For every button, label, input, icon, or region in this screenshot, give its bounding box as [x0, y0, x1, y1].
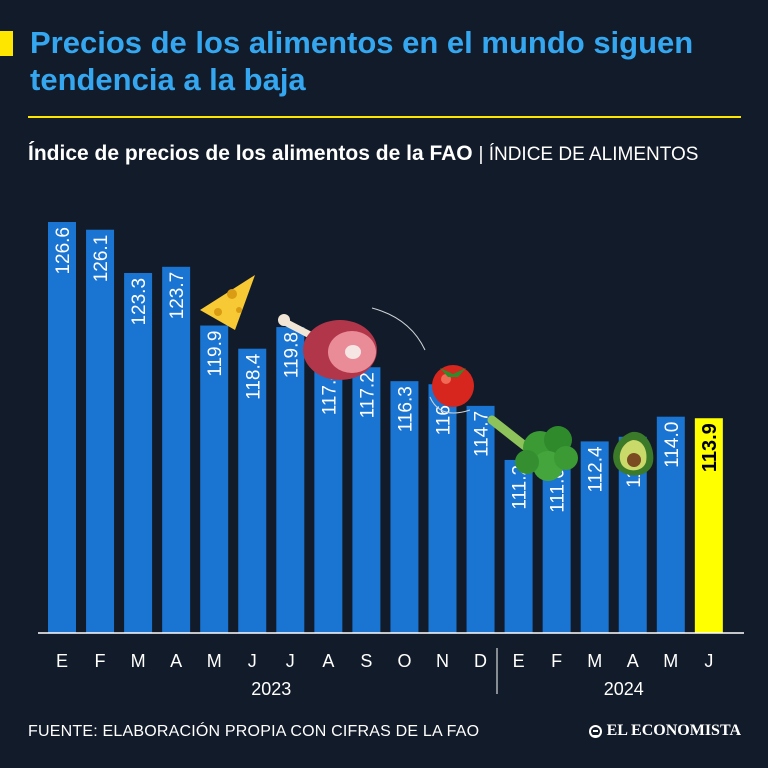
x-tick-label-15: A: [627, 651, 639, 671]
avocado-icon: [613, 431, 654, 476]
brand-icon: [588, 724, 602, 738]
year-label-2024: 2024: [604, 679, 644, 699]
bar-value-label-16: 114.0: [662, 422, 683, 468]
x-tick-label-6: J: [286, 651, 295, 671]
x-tick-label-10: N: [436, 651, 449, 671]
bar-value-label-0: 126.6: [53, 227, 74, 275]
bar-7: [314, 364, 343, 633]
x-tick-label-16: M: [663, 651, 678, 671]
bar-value-label-1: 126.1: [91, 235, 112, 283]
bar-value-label-11: 114.7: [472, 411, 493, 457]
bar-3: [162, 266, 191, 633]
title-divider: [28, 116, 741, 118]
bar-1: [86, 229, 115, 633]
bar-10: [428, 384, 457, 633]
title-accent-square: [0, 31, 13, 56]
ham-icon: [278, 307, 426, 380]
cheese-icon: [200, 275, 255, 330]
bar-value-label-2: 123.3: [129, 278, 150, 326]
x-tick-label-12: E: [513, 651, 525, 671]
bar-value-label-3: 123.7: [167, 272, 188, 320]
x-tick-label-8: S: [360, 651, 372, 671]
bar-13: [542, 463, 571, 633]
bar-16: [656, 416, 685, 633]
brand-logo: EL ECONOMISTA: [588, 722, 741, 740]
bar-value-label-9: 116.3: [395, 386, 416, 432]
bar-value-label-17: 113.9: [699, 423, 721, 472]
broccoli-icon: [487, 415, 578, 481]
x-tick-label-2: M: [131, 651, 146, 671]
bar-4: [200, 325, 229, 633]
year-labels: 2023 2024: [251, 679, 643, 699]
x-tick-label-11: D: [474, 651, 487, 671]
bar-value-label-14: 112.4: [586, 446, 607, 493]
x-tick-label-1: F: [95, 651, 106, 671]
x-tick-label-3: A: [170, 651, 182, 671]
x-tick-label-0: E: [56, 651, 68, 671]
subtitle-unit: | ÍNDICE DE ALIMENTOS: [478, 144, 699, 165]
bar-value-label-6: 119.8: [281, 332, 302, 378]
x-tick-label-13: F: [551, 651, 562, 671]
bar-12: [504, 459, 533, 633]
bar-9: [390, 381, 419, 633]
x-tick-label-5: J: [248, 651, 257, 671]
bar-11: [466, 405, 495, 633]
year-label-2023: 2023: [251, 679, 291, 699]
x-tick-label-7: A: [322, 651, 334, 671]
bar-5: [238, 348, 267, 633]
source-note: FUENTE: ELABORACIÓN PROPIA CON CIFRAS DE…: [28, 723, 480, 740]
bar-value-label-5: 118.4: [243, 353, 264, 400]
bar-17: [694, 418, 723, 633]
x-tick-label-4: M: [207, 651, 222, 671]
bar-8: [352, 367, 381, 633]
bar-value-label-8: 117.2: [357, 372, 378, 418]
tomato-icon: [429, 365, 474, 414]
x-tick-label-14: M: [587, 651, 602, 671]
subtitle-main: Índice de precios de los alimentos de la…: [28, 142, 473, 165]
bar-14: [580, 441, 609, 633]
bar-value-label-4: 119.9: [205, 331, 226, 377]
bar-group: 126.6 126.1 123.3 123.7 119.9 118.4 119.8 117.4…: [48, 222, 723, 633]
chart-subtitle: Índice de precios de los alimentos de la…: [28, 137, 738, 171]
x-tick-label-9: O: [397, 651, 411, 671]
bar-2: [124, 272, 153, 633]
page-title: Precios de los alimentos en el mundo sig…: [30, 25, 694, 97]
brand-name: EL ECONOMISTA: [606, 722, 741, 739]
bar-6: [276, 327, 305, 633]
x-tick-label-17: J: [704, 651, 713, 671]
bar-value-label-7: 117.4: [319, 369, 340, 416]
bar-value-label-12: 111.2: [510, 465, 531, 510]
bar-0: [48, 222, 76, 633]
